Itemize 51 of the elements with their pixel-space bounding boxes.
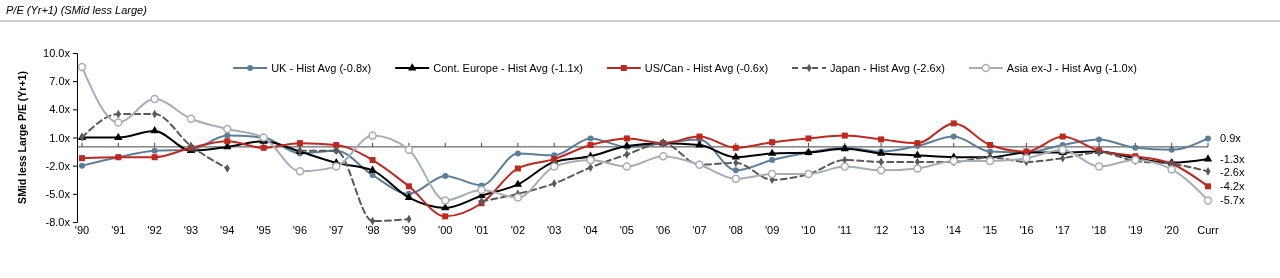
x-tick-label: '98 [365,224,380,236]
y-tick-label: 10.0x [43,47,71,60]
y-tick-label: 7.0x [49,75,71,88]
x-tick-label: '20 [1164,224,1179,236]
legend-label: US/Can - Hist Avg (-0.6x) [644,61,769,74]
x-tick-label: '05 [619,224,635,236]
x-tick-label: '03 [547,224,562,236]
legend-label: Cont. Europe - Hist Avg (-1.1x) [433,61,583,74]
x-tick-label: '91 [111,224,126,236]
x-tick-label: '13 [910,224,925,236]
x-tick-label: Curr [1197,224,1220,236]
legend-label: UK - Hist Avg (-0.8x) [271,61,372,74]
x-tick-label: '18 [1091,224,1107,236]
x-tick-label: '11 [838,224,852,236]
x-tick-label: '93 [183,224,199,236]
y-tick-label: -5.0x [45,187,71,200]
x-tick-label: '01 [474,224,489,236]
data-label: -5.7x [1220,194,1245,207]
x-tick-label: '09 [764,224,780,236]
x-tick-label: '95 [256,224,271,236]
x-tick-label: '00 [438,224,453,236]
x-tick-label: '16 [1019,224,1034,236]
x-tick-label: '90 [74,224,90,236]
x-tick-label: '14 [946,224,961,236]
legend-label: Japan - Hist Avg (-2.6x) [830,61,945,74]
x-tick-label: '17 [1055,224,1070,236]
y-tick-label: 4.0x [49,103,71,116]
x-tick-label: '92 [147,224,162,236]
x-tick-label: '12 [873,224,889,236]
y-tick-label: -2.0x [45,159,71,172]
legend-label: Asia ex-J - Hist Avg (-1.0x) [1006,61,1137,74]
x-tick-label: '06 [655,224,671,236]
y-axis-title: SMid less Large P/E (Yr+1) [16,71,28,204]
data-label: -2.6x [1220,165,1245,178]
x-tick-label: '08 [728,224,743,236]
x-tick-label: '10 [801,224,816,236]
x-tick-label: '15 [982,224,998,236]
x-tick-label: '99 [401,224,417,236]
data-label: 0.9x [1220,132,1242,145]
x-tick-label: '96 [292,224,308,236]
x-tick-label: '02 [510,224,526,236]
x-tick-label: '04 [583,224,598,236]
x-tick-label: '19 [1128,224,1143,236]
x-tick-label: '94 [220,224,235,236]
x-tick-label: '07 [692,224,707,236]
chart-title: P/E (Yr+1) (SMid less Large) [6,4,148,16]
y-tick-label: -8.0x [45,216,71,229]
x-tick-label: '97 [329,224,344,236]
data-label: -4.2x [1220,180,1245,193]
data-label: -1.3x [1220,152,1245,165]
y-tick-label: 1.0x [49,131,71,144]
